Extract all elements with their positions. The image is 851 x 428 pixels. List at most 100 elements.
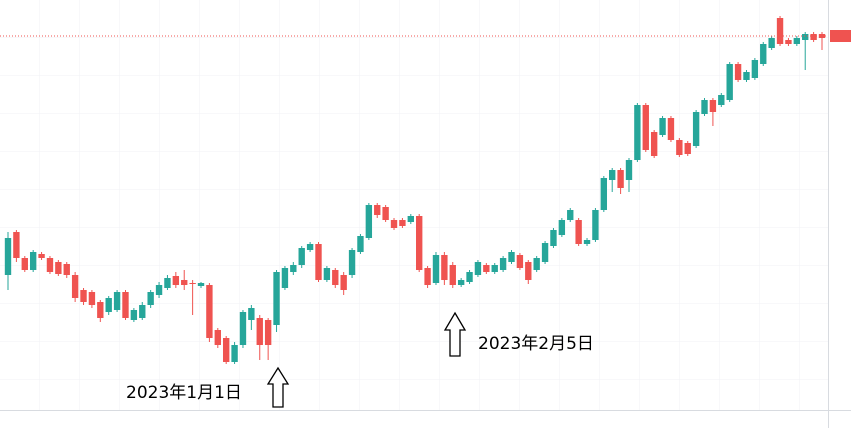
candle-body [474, 262, 482, 275]
candle-body [357, 236, 364, 252]
last-price-tag [830, 30, 851, 42]
annotation: 2023年1月1日 [126, 383, 242, 403]
candle-body [298, 248, 305, 265]
candle-body [785, 40, 792, 44]
candle-body [667, 118, 675, 140]
candle-body [768, 38, 775, 48]
candle-body [793, 38, 801, 44]
candle-body [441, 255, 448, 280]
candle-body [71, 275, 79, 298]
candle-body [21, 258, 28, 270]
candle-body [390, 220, 398, 228]
candle-body [709, 100, 717, 112]
candle-body [491, 265, 498, 272]
candle-body [315, 244, 322, 280]
candle-body [97, 302, 104, 318]
background-grid [0, 0, 828, 410]
candle-body [239, 312, 247, 345]
candle-body [323, 268, 331, 280]
candle-body [374, 205, 381, 215]
candle-body [776, 18, 784, 44]
candle-body [332, 270, 339, 285]
candle-body [155, 285, 163, 295]
candle-body [684, 143, 691, 154]
candle-body [659, 118, 666, 135]
candle-body [130, 310, 138, 320]
candle-body [609, 170, 616, 180]
annotation-arrow [266, 311, 467, 408]
candle-body [432, 255, 440, 283]
candle-body [122, 292, 129, 318]
candle-body [147, 292, 154, 305]
candle-body [533, 258, 540, 270]
candle-body [600, 178, 608, 210]
candle-body [273, 272, 280, 325]
candle-body [642, 105, 649, 150]
candle-body [172, 276, 180, 285]
candle-body [718, 95, 725, 105]
candle-body [206, 285, 213, 338]
candle-body [222, 338, 230, 362]
candle-body [197, 283, 205, 286]
candle-body [617, 170, 624, 188]
candle-body [214, 330, 221, 345]
candle-body [231, 345, 238, 362]
candle-body [558, 220, 566, 235]
candle-body [256, 318, 263, 345]
candle-body [516, 255, 524, 268]
candle-body [810, 34, 817, 40]
candle-body [457, 280, 465, 285]
candle-body [80, 290, 87, 302]
candle-body [38, 254, 45, 258]
candle-body [340, 275, 347, 290]
candle-body [567, 210, 574, 220]
candle-body [139, 305, 146, 318]
candle-body [634, 105, 641, 160]
candle-body [625, 160, 633, 180]
candle-body [281, 268, 289, 288]
candle-body [105, 298, 112, 312]
candle-body [164, 278, 171, 288]
candle-body [29, 252, 37, 270]
candle-body [13, 232, 20, 258]
candle-body [508, 252, 515, 262]
candle-body [416, 216, 423, 270]
candle-body [701, 100, 708, 114]
candle-body [760, 44, 767, 64]
candle-body [734, 64, 742, 80]
candle-body [550, 230, 557, 246]
candle-body [541, 243, 549, 262]
candle-body [583, 240, 591, 244]
candle-body [181, 280, 188, 285]
candle-body [290, 265, 297, 272]
candle-body [424, 268, 431, 285]
candle-body [382, 207, 389, 220]
candle-body [365, 205, 373, 238]
candle-body [499, 258, 507, 270]
candle-body [466, 272, 473, 282]
candle-body [751, 60, 759, 78]
candle-body [399, 220, 406, 226]
candle-body [692, 112, 700, 146]
candle-body [449, 265, 456, 285]
candle-body [4, 238, 12, 275]
candle-body [592, 210, 599, 240]
candle-body [575, 220, 582, 244]
candle-body [46, 258, 54, 272]
candle-body [676, 140, 683, 155]
candle-body [407, 216, 414, 222]
candle-body [348, 250, 356, 275]
candle-body [63, 264, 70, 275]
candle-body [264, 320, 272, 345]
candle-body [726, 64, 733, 100]
annotation: 2023年2月5日 [478, 334, 594, 354]
candle-body [743, 72, 750, 80]
candle-body [248, 308, 255, 320]
candle-body [306, 244, 314, 250]
candles [4, 16, 826, 364]
candle-body [189, 283, 196, 284]
candle-body [88, 292, 96, 305]
candle-body [55, 262, 62, 274]
candle-body [650, 132, 658, 156]
